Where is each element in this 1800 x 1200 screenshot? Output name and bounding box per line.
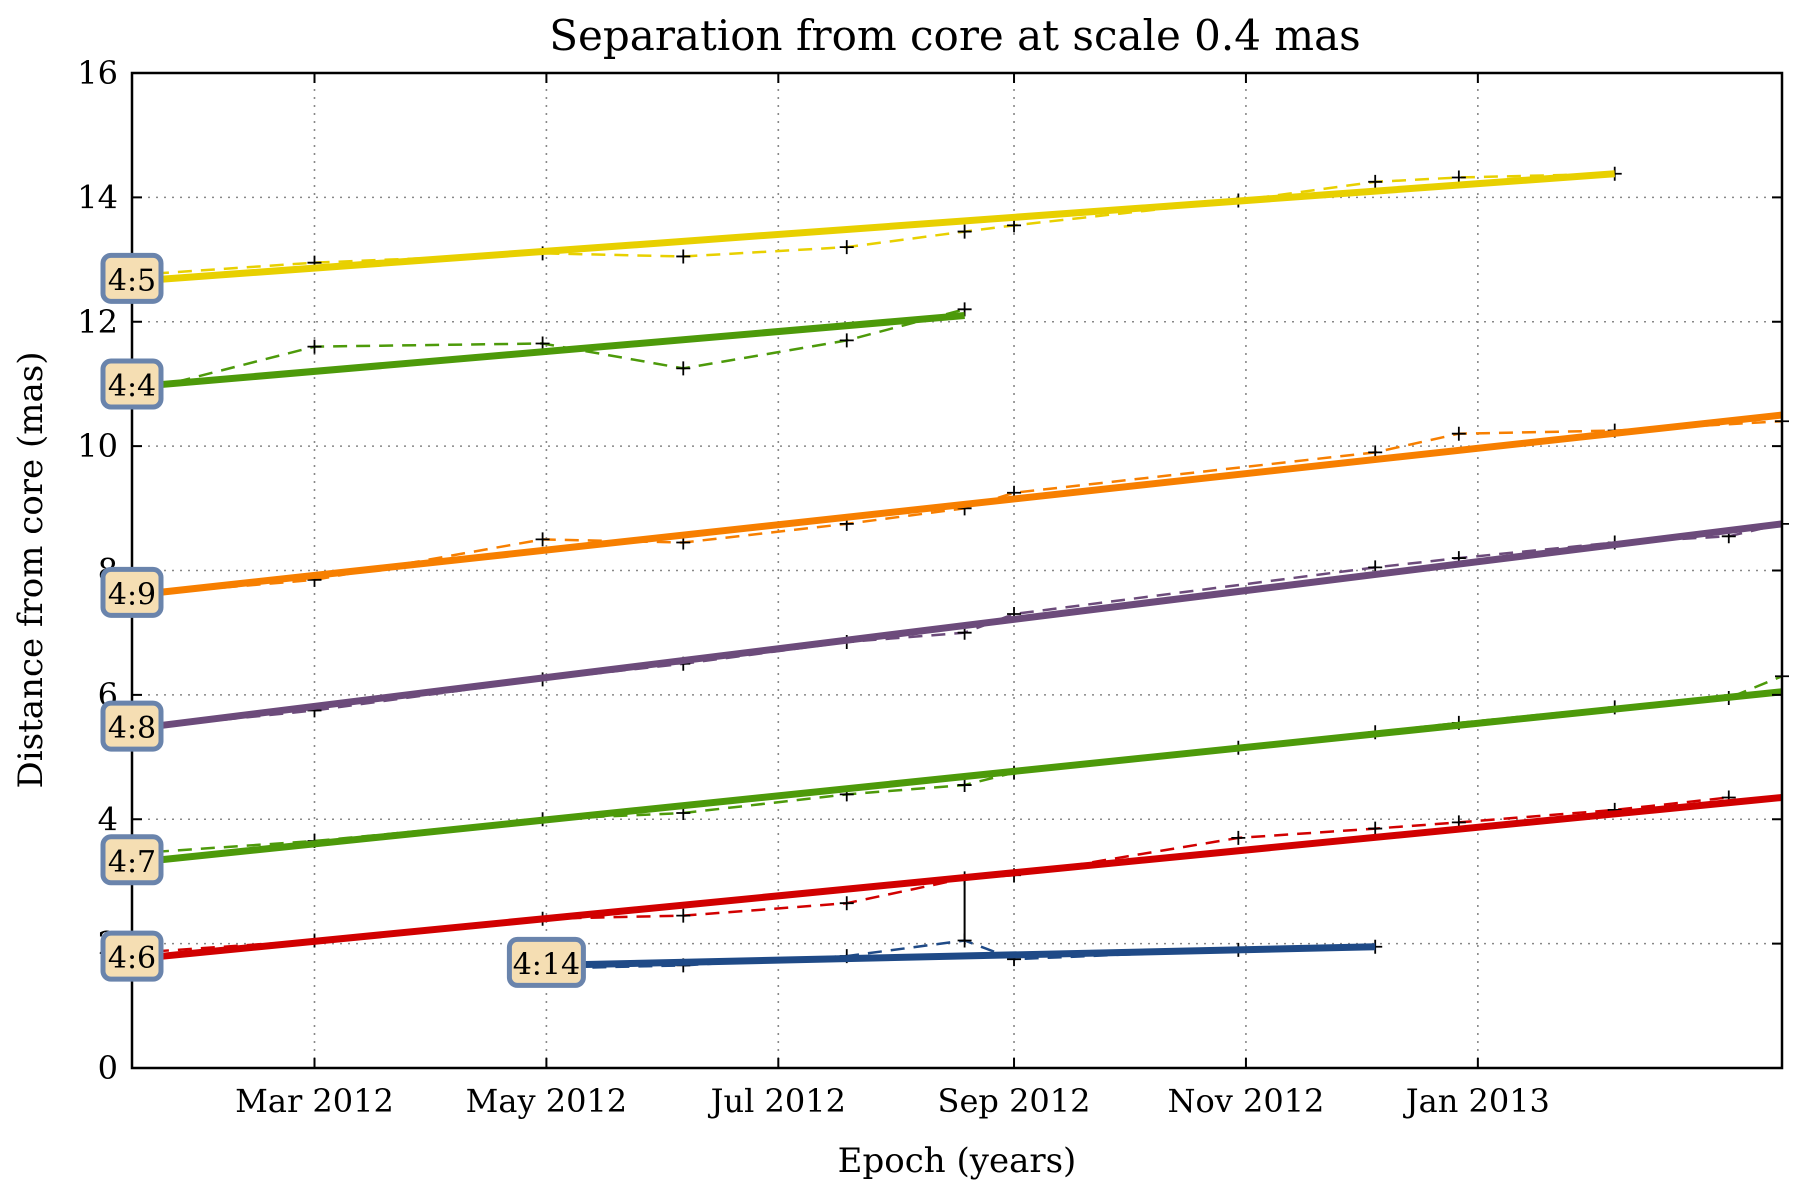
- data-point: [957, 778, 972, 793]
- grid: [132, 73, 1782, 1068]
- data-point: [1231, 830, 1246, 845]
- series-fit-line: [131, 312, 965, 391]
- series-measured-line: [131, 308, 965, 395]
- x-tick-label: Mar 2012: [235, 1082, 394, 1120]
- series-4-9: [125, 411, 1789, 603]
- series-label-4-7: 4:7: [100, 834, 164, 886]
- series-measured-line: [131, 796, 1729, 955]
- series-fit-line: [131, 794, 1783, 963]
- y-tick-label: 12: [77, 303, 118, 341]
- series-4-7: [125, 669, 1789, 867]
- series-label-4-4: 4:4: [100, 358, 164, 410]
- y-tick-label: 10: [77, 427, 118, 465]
- y-tick-label: 4: [98, 800, 118, 838]
- data-point: [957, 224, 972, 239]
- series-label-4-5: 4:5: [100, 252, 164, 304]
- series-label-box: [100, 566, 164, 618]
- data-point: [676, 361, 691, 376]
- series-4-8: [125, 516, 1789, 737]
- series-labels: 4:5 4:4 4:9 4:8 4:7 4:6 4:14: [100, 252, 586, 988]
- series-label-box: [100, 930, 164, 982]
- y-tick-label: 14: [77, 178, 118, 216]
- series-label-box: [100, 252, 164, 304]
- x-tick-label: Jul 2012: [708, 1082, 846, 1120]
- x-tick-label: Sep 2012: [938, 1082, 1091, 1120]
- x-axis-label: Epoch (years): [838, 1141, 1077, 1181]
- series-label-text: 4:5: [108, 263, 156, 298]
- data-point: [839, 333, 854, 348]
- series-label-text: 4:9: [108, 577, 156, 612]
- chart-title: Separation from core at scale 0.4 mas: [549, 11, 1360, 60]
- y-tick-label: 0: [98, 1049, 118, 1087]
- series-fit-line: [131, 688, 1783, 867]
- series-label-text: 4:6: [108, 941, 156, 976]
- series-label-text: 4:4: [108, 369, 156, 404]
- data-point: [676, 249, 691, 264]
- x-tick-label: Nov 2012: [1167, 1082, 1324, 1120]
- x-tick-label: Jan 2013: [1403, 1082, 1550, 1120]
- data-point: [957, 933, 972, 948]
- data-point: [676, 908, 691, 923]
- y-tick-label: 16: [77, 54, 118, 92]
- data-point: [1368, 174, 1383, 189]
- series-label-text: 4:8: [108, 711, 156, 746]
- series-fit-line: [131, 520, 1783, 733]
- series-label-box: [100, 834, 164, 886]
- series-label-4-6: 4:6: [100, 930, 164, 982]
- series-4-5: [125, 166, 1622, 285]
- series-label-box: [100, 358, 164, 410]
- series-layer: [125, 166, 1789, 976]
- series-label-box: [100, 700, 164, 752]
- y-axis-label: Distance from core (mas): [11, 352, 51, 789]
- series-4-6: [125, 790, 1783, 963]
- series-measured-line: [131, 675, 1783, 855]
- data-point: [1451, 426, 1466, 441]
- data-point: [839, 896, 854, 911]
- series-fit-line: [131, 411, 1783, 599]
- series-fit-line: [131, 170, 1615, 285]
- series-label-4-8: 4:8: [100, 700, 164, 752]
- data-point: [839, 240, 854, 255]
- series-label-4-14: 4:14: [506, 936, 586, 988]
- data-point: [535, 336, 550, 351]
- x-tick-label: May 2012: [466, 1082, 628, 1120]
- series-4-14: [539, 933, 1383, 976]
- data-point: [1368, 821, 1383, 836]
- series-label-text: 4:7: [108, 845, 156, 880]
- series-4-4: [125, 302, 972, 401]
- data-point: [957, 302, 972, 317]
- data-point: [535, 532, 550, 547]
- series-label-text: 4:14: [513, 947, 580, 982]
- data-point: [307, 339, 322, 354]
- series-label-box: [506, 936, 586, 988]
- series-label-4-9: 4:9: [100, 566, 164, 618]
- series-fit-line: [546, 943, 1376, 969]
